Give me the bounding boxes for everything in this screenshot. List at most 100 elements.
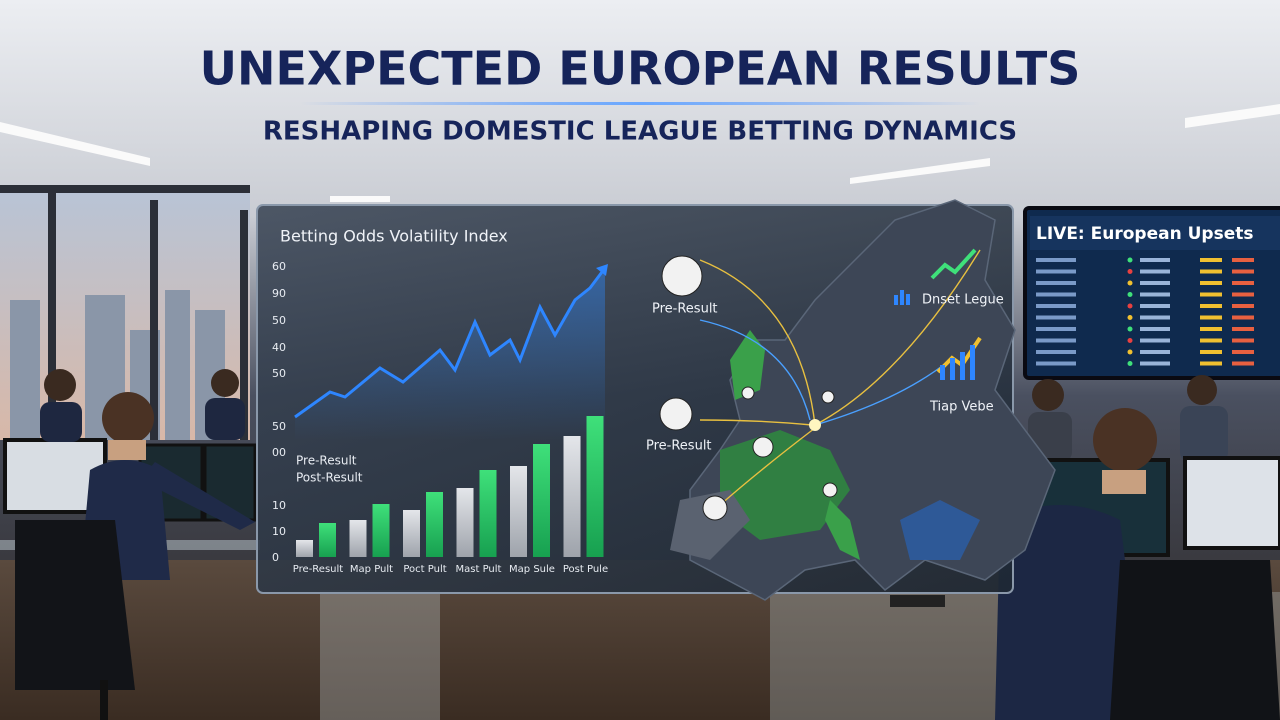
chart-title: Betting Odds Volatility Index [280, 227, 508, 246]
ceiling-lights [0, 104, 1280, 202]
bar-decor [296, 540, 313, 557]
x-labels: Pre-Result Map Pult Poct Pult Mast Pult Map … [293, 564, 608, 575]
live-rows [1036, 257, 1254, 366]
row-decor [1200, 350, 1222, 354]
row-decor [1036, 327, 1076, 331]
divider [300, 102, 980, 105]
x-label: Map Sule [509, 564, 555, 575]
row-dot [1127, 269, 1133, 274]
row-decor [1036, 258, 1076, 262]
y-label: 0 [272, 551, 279, 564]
x-label: Mast Pult [456, 564, 502, 575]
row-dot [1127, 280, 1133, 286]
map-label: Dnset Legue [922, 293, 1004, 308]
map-label: Pre-Result [652, 302, 718, 317]
connection-lines [699, 249, 981, 506]
arrow-head [596, 264, 608, 276]
row-decor [1232, 258, 1254, 262]
y-label: 50 [272, 314, 286, 327]
soccer-balls [659, 255, 838, 521]
row-decor [1232, 338, 1254, 343]
bar-decor [586, 416, 604, 557]
row-decor [1140, 327, 1170, 331]
row-decor [1036, 350, 1076, 354]
title: UNEXPECTED EUROPEAN RESULTS [200, 42, 1081, 96]
row-decor [1232, 269, 1254, 274]
live-title: LIVE: European Upsets [1036, 224, 1253, 244]
bar-decor [403, 510, 420, 557]
row-decor [1140, 292, 1170, 297]
row-decor [1140, 315, 1170, 320]
row-decor [1232, 327, 1254, 331]
row-decor [1232, 350, 1254, 354]
trend-line [294, 267, 607, 419]
row-decor [1232, 304, 1254, 308]
row-dot [1127, 303, 1133, 309]
map-label: Tiap Vebe [929, 400, 994, 415]
row-decor [1036, 269, 1076, 274]
row-decor [1140, 258, 1170, 262]
x-label: Pre-Result [293, 564, 343, 575]
legend-label: Post-Result [296, 471, 363, 485]
office-right [770, 375, 1280, 720]
row-decor [1036, 315, 1076, 320]
y-label: 00 [272, 446, 286, 459]
row-decor [1232, 315, 1254, 320]
bar-decor [349, 520, 367, 557]
bar-decor [479, 470, 497, 557]
row-decor [1036, 281, 1076, 285]
y-label: 60 [272, 260, 286, 273]
trend-icons [894, 248, 982, 380]
row-decor [1200, 327, 1222, 331]
y-labels: 60 90 50 40 50 50 00 10 10 0 [272, 260, 286, 564]
row-decor [1200, 361, 1222, 366]
row-decor [1200, 304, 1222, 308]
row-dot [1127, 338, 1133, 343]
row-dot [1127, 292, 1133, 297]
row-decor [1036, 292, 1076, 297]
row-decor [1036, 304, 1076, 308]
map-label: Pre-Result [646, 439, 712, 454]
bars [296, 416, 604, 557]
y-label: 50 [272, 420, 286, 433]
row-decor [1200, 258, 1222, 262]
row-decor [1232, 292, 1254, 297]
row-decor [1200, 281, 1222, 285]
x-label: Poct Pult [403, 564, 446, 575]
y-label: 90 [272, 287, 286, 300]
x-label: Map Pult [350, 564, 393, 575]
row-dot [1127, 349, 1133, 355]
bar-decor [563, 436, 581, 557]
line-area [295, 268, 605, 440]
y-label: 10 [272, 525, 286, 538]
row-dot [1127, 257, 1133, 263]
europe-map [670, 199, 1056, 601]
row-decor [1140, 304, 1170, 308]
subtitle: RESHAPING DOMESTIC LEAGUE BETTING DYNAMI… [263, 117, 1017, 147]
live-header [1030, 216, 1280, 250]
y-label: 40 [272, 341, 286, 354]
bar-decor [372, 504, 390, 557]
bar-decor [510, 466, 527, 557]
row-decor [1232, 361, 1254, 366]
row-decor [1036, 361, 1076, 366]
row-decor [1200, 292, 1222, 297]
row-decor [1200, 269, 1222, 274]
row-decor [1140, 338, 1170, 343]
row-dot [1127, 326, 1133, 332]
bar-decor [426, 492, 443, 557]
row-decor [1232, 281, 1254, 285]
row-decor [1140, 269, 1170, 274]
row-dot [1127, 315, 1133, 320]
row-decor [1200, 315, 1222, 320]
row-decor [1140, 281, 1170, 285]
legend-label: Pre-Result [296, 454, 357, 468]
office-left [0, 369, 440, 720]
bar-decor [456, 488, 474, 557]
hub-glow [809, 419, 821, 431]
row-dot [1127, 361, 1133, 366]
row-decor [1036, 338, 1076, 343]
y-label: 50 [272, 367, 286, 380]
row-decor [1200, 338, 1222, 343]
